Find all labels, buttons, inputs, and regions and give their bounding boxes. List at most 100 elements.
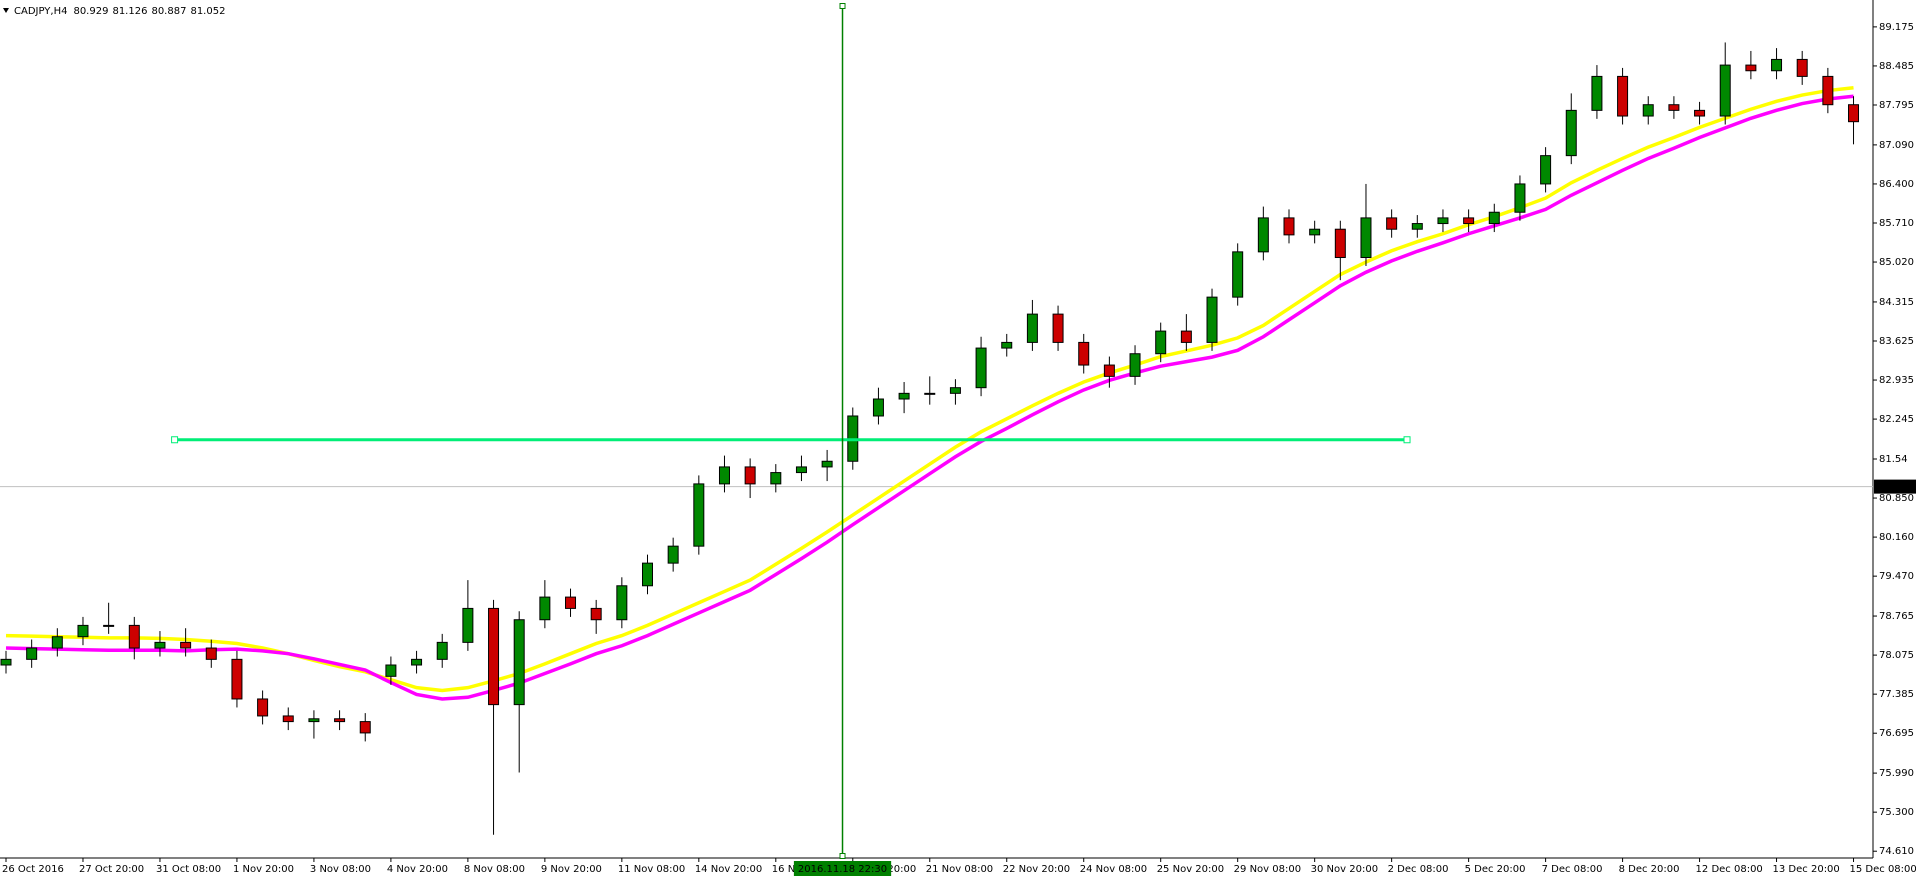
candle-body xyxy=(1642,104,1654,117)
candle-body xyxy=(1822,75,1834,106)
x-tick-label: 9 Nov 20:00 xyxy=(541,864,602,875)
candle-body xyxy=(1206,296,1218,343)
candle-body xyxy=(1001,341,1013,349)
candle-body xyxy=(334,718,346,723)
line-handle xyxy=(839,3,846,9)
y-tick-label: 82.245 xyxy=(1879,414,1914,425)
candle-body xyxy=(231,658,243,700)
line-handle xyxy=(171,436,179,444)
header-value: 81.126 xyxy=(112,6,147,17)
x-tick-label: 8 Dec 20:00 xyxy=(1619,864,1680,875)
line-handle xyxy=(1403,436,1411,444)
x-tick-label: 25 Nov 20:00 xyxy=(1157,864,1224,875)
candle-body xyxy=(1771,58,1783,72)
candle-body xyxy=(26,647,38,660)
x-tick-label: 3 Nov 08:00 xyxy=(310,864,371,875)
x-tick-label: 29 Nov 08:00 xyxy=(1234,864,1301,875)
candle-body xyxy=(924,392,936,395)
candle-body xyxy=(488,607,500,706)
y-tick-label: 78.075 xyxy=(1879,650,1914,661)
candle-body xyxy=(1155,330,1167,355)
header-value: 80.929 xyxy=(73,6,108,17)
x-tick-label: 5 Dec 20:00 xyxy=(1465,864,1526,875)
y-tick-label: 77.385 xyxy=(1879,689,1914,700)
candle-body xyxy=(821,460,833,468)
x-tick-label: 21 Nov 08:00 xyxy=(926,864,993,875)
header-value: 80.887 xyxy=(151,6,186,17)
candle-body xyxy=(1617,75,1629,117)
candle-body xyxy=(949,387,961,394)
y-tick-label: 88.485 xyxy=(1879,61,1914,72)
y-tick-label: 75.300 xyxy=(1879,807,1914,818)
candle-body xyxy=(1334,228,1346,259)
candle-body xyxy=(308,718,320,723)
candle-body xyxy=(1565,109,1577,157)
candle-body xyxy=(1668,104,1680,111)
candle-body xyxy=(975,347,987,389)
y-tick-label: 83.625 xyxy=(1879,336,1914,347)
candle-body xyxy=(1591,75,1603,111)
y-tick-label: 79.470 xyxy=(1879,571,1914,582)
candle-body xyxy=(1411,223,1423,230)
y-tick-label: 87.795 xyxy=(1879,100,1914,111)
line-handle xyxy=(839,853,846,859)
candle-body xyxy=(180,641,192,649)
candle-body xyxy=(1309,228,1321,236)
candle-body xyxy=(462,607,474,643)
candle-body xyxy=(872,398,884,417)
candle-body xyxy=(770,472,782,485)
y-tick-label: 76.695 xyxy=(1879,728,1914,739)
x-tick-label: 1 Nov 20:00 xyxy=(233,864,294,875)
x-tick-label: 4 Nov 20:00 xyxy=(387,864,448,875)
candle-body xyxy=(898,392,910,400)
candle-body xyxy=(51,636,63,649)
x-tick-label: 31 Oct 08:00 xyxy=(156,864,221,875)
x-tick-label: 13 Dec 20:00 xyxy=(1773,864,1840,875)
y-tick-label: 86.400 xyxy=(1879,179,1914,190)
x-tick-label: 26 Oct 2016 xyxy=(2,864,64,875)
candle-body xyxy=(1463,217,1475,225)
y-tick-label: 80.160 xyxy=(1879,532,1914,543)
candle-body xyxy=(359,721,371,734)
x-tick-label: 30 Nov 20:00 xyxy=(1311,864,1378,875)
candle-body xyxy=(128,624,140,649)
y-tick-label: 78.765 xyxy=(1879,611,1914,622)
candle-body xyxy=(1052,313,1064,343)
x-tick-label: 24 Nov 08:00 xyxy=(1080,864,1147,875)
price-label-bg xyxy=(1874,479,1916,494)
candle-body xyxy=(642,562,653,587)
candle-body xyxy=(1796,58,1808,77)
header-value: 81.052 xyxy=(190,6,225,17)
candle-body xyxy=(1437,217,1449,225)
candle-body xyxy=(616,585,628,621)
candle-body xyxy=(103,624,115,627)
price-label: 81.052 xyxy=(1878,482,1913,493)
candle-body xyxy=(1232,251,1244,298)
crosshair-label: 2016.11.18 22:30 xyxy=(798,864,887,875)
candle-body xyxy=(1719,64,1731,117)
y-tick-label: 85.020 xyxy=(1879,257,1914,268)
y-tick-label: 84.315 xyxy=(1879,297,1914,308)
candle-body xyxy=(667,545,679,564)
candle-body xyxy=(154,641,166,649)
candle-body xyxy=(385,664,397,677)
x-tick-label: 7 Dec 08:00 xyxy=(1542,864,1603,875)
candle-body xyxy=(257,698,269,717)
candle-body xyxy=(205,647,217,660)
candle-body xyxy=(513,619,525,706)
x-tick-label: 14 Nov 20:00 xyxy=(695,864,762,875)
x-tick-label: 22 Nov 20:00 xyxy=(1003,864,1070,875)
moving-average xyxy=(5,94,1854,701)
candle-body xyxy=(693,483,705,547)
y-tick-label: 74.610 xyxy=(1879,846,1914,857)
candle-body xyxy=(1257,217,1269,253)
candle-body xyxy=(411,658,423,666)
candle-body xyxy=(1694,109,1706,117)
candle-body xyxy=(77,624,89,638)
candle-body xyxy=(1129,353,1141,377)
x-tick-label: 11 Nov 08:00 xyxy=(618,864,685,875)
candle-body xyxy=(1283,217,1295,236)
symbol-menu-arrow[interactable] xyxy=(3,8,9,13)
